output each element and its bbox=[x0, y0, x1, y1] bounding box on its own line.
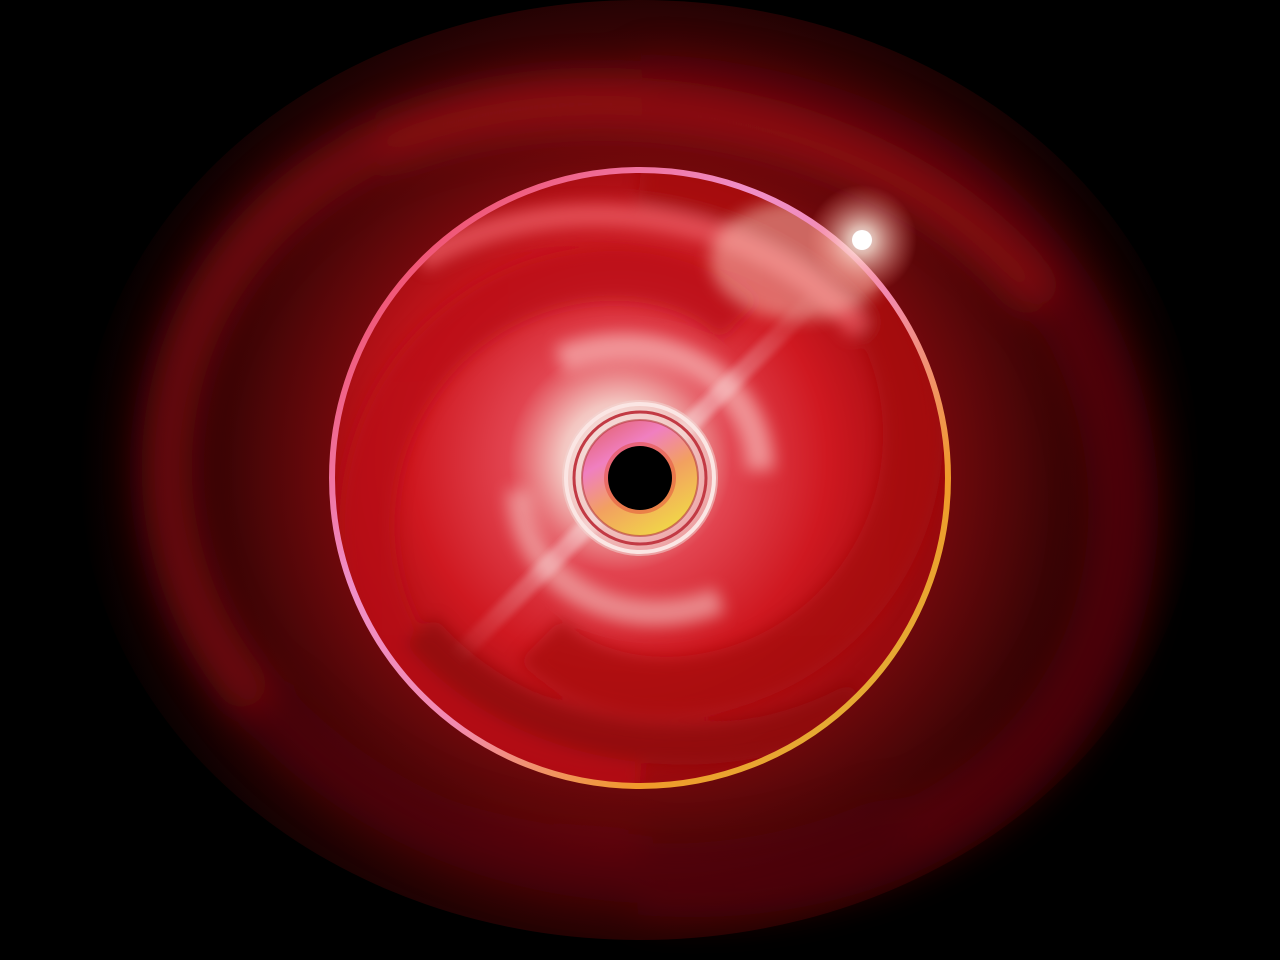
lens-flare bbox=[807, 185, 917, 295]
spindle-hole bbox=[608, 446, 672, 510]
disc-hub bbox=[562, 400, 718, 556]
disc-rim bbox=[329, 167, 951, 789]
outer-swirl bbox=[141, 55, 1159, 918]
